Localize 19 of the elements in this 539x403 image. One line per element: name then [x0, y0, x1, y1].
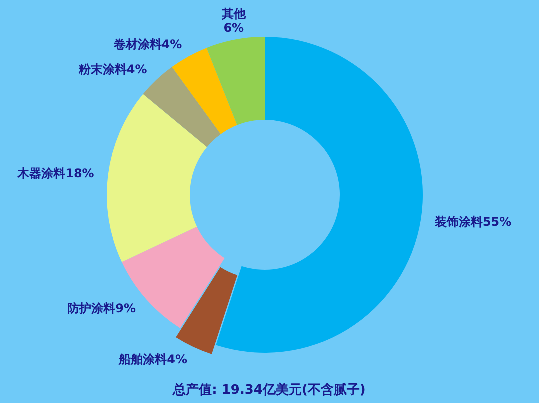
data-label: 55% — [482, 214, 512, 229]
slice-label: 装饰涂料 — [434, 214, 483, 229]
data-label: 4% — [162, 37, 182, 52]
data-label: 9% — [116, 302, 136, 316]
data-label: 4% — [126, 62, 148, 77]
slice-label: 其他 — [220, 6, 247, 21]
donut-slice — [216, 37, 423, 353]
slice-label: 防护涂料 — [68, 302, 116, 316]
data-label: 6% — [224, 20, 244, 35]
slice-label: 卷材涂料 — [112, 37, 162, 52]
slice-label: 船舶涂料 — [118, 352, 168, 367]
donut-slice — [172, 48, 238, 134]
donut-slice — [206, 37, 265, 126]
slice-label: 木器涂料 — [16, 166, 66, 180]
donut-slice — [107, 94, 208, 262]
slice-label: 粉末涂料 — [78, 62, 127, 77]
text: 总产值: 19.34亿美元(不含腻子) — [172, 382, 366, 398]
data-label: 18% — [66, 166, 94, 180]
data-label: 4% — [167, 352, 188, 367]
